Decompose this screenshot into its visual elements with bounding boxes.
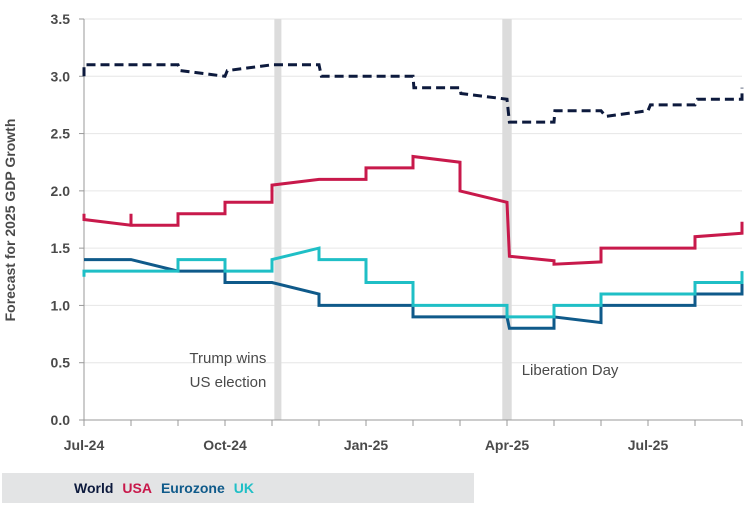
line-chart: 0.0 0.5 1.0 1.5 2.0 2.5 3.0 3.5 Jul-24 Oct-24 Jan-… <box>2 11 744 453</box>
event-annotation: Trump wins <box>189 350 266 367</box>
x-tick-label: Oct-24 <box>203 437 247 453</box>
y-tick-label: 2.5 <box>51 126 71 142</box>
y-tick-label: 1.5 <box>51 240 71 256</box>
series-line-world <box>82 63 744 124</box>
legend-item-usa: USA <box>122 480 152 496</box>
series-line-uk <box>82 246 744 319</box>
series-line-eurozone <box>84 258 744 330</box>
x-tick-label: Jan-25 <box>344 437 389 453</box>
event-band <box>274 19 282 420</box>
x-tick-label: Apr-25 <box>485 437 530 453</box>
legend-item-uk: UK <box>233 480 254 496</box>
y-tick-label: 0.5 <box>51 355 71 371</box>
y-tick-label: 1.0 <box>51 297 71 313</box>
x-tick-label: Jul-25 <box>628 437 669 453</box>
legend-item-world: World <box>74 480 114 496</box>
event-annotation: US election <box>190 374 267 391</box>
event-annotation: Liberation Day <box>522 362 619 379</box>
y-axis-label: Forecast for 2025 GDP Growth <box>2 119 18 322</box>
y-tick-label: 3.0 <box>51 68 71 84</box>
y-tick-label: 3.5 <box>51 11 71 27</box>
y-tick-label: 2.0 <box>51 183 71 199</box>
x-tick-label: Jul-24 <box>64 437 105 453</box>
legend-item-eurozone: Eurozone <box>160 480 225 496</box>
legend: World USA Eurozone UK <box>2 473 474 503</box>
y-tick-label: 0.0 <box>51 412 71 428</box>
series-line-usa <box>82 154 744 266</box>
